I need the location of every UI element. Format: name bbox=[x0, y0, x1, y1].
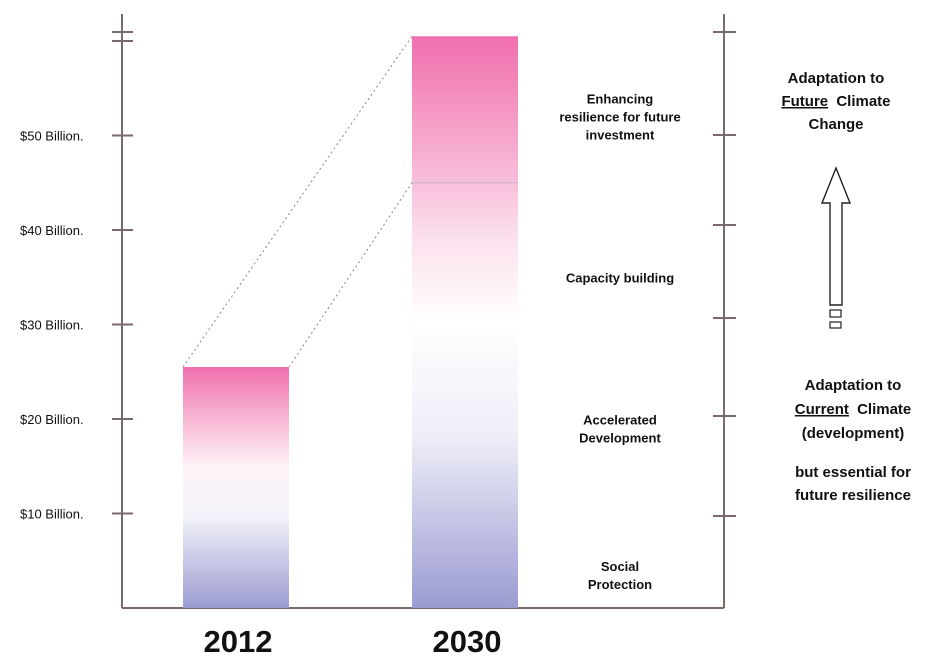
current-annotation-line1: Adaptation to bbox=[805, 377, 902, 394]
current-annotation-line5: future resilience bbox=[795, 487, 911, 504]
bar-2012 bbox=[183, 367, 289, 608]
future-annotation-line2: Future Climate bbox=[781, 93, 890, 110]
current-annotation-line2: Current Climate bbox=[795, 401, 912, 418]
segment-label-0-line-0: Social bbox=[601, 559, 639, 574]
y-tick-label-4: $50 Billion. bbox=[20, 129, 84, 144]
current-annotation-line4: but essential for bbox=[795, 464, 911, 481]
y-tick-label-3: $40 Billion. bbox=[20, 223, 84, 238]
segment-label-3-line-0: Enhancing bbox=[587, 92, 654, 107]
segment-label-3-line-1: resilience for future bbox=[559, 110, 680, 125]
y-tick-label-1: $20 Billion. bbox=[20, 412, 84, 427]
future-annotation-line1: Adaptation to bbox=[788, 70, 885, 87]
segment-labels: Social Protection Accelerated Development Ca… bbox=[559, 92, 680, 592]
year-labels: 2012 2030 bbox=[204, 624, 502, 659]
segment-label-2-line-0: Capacity building bbox=[566, 270, 674, 285]
y-tick-label-0: $10 Billion. bbox=[20, 507, 84, 522]
connector-top-right bbox=[288, 182, 413, 368]
annotations: Adaptation to Future Climate Change Adap… bbox=[781, 70, 911, 504]
year-label-2030: 2030 bbox=[433, 624, 502, 659]
y-tick-label-2: $30 Billion. bbox=[20, 318, 84, 333]
current-annotation-underlined: Current bbox=[795, 401, 849, 418]
year-label-2012: 2012 bbox=[204, 624, 273, 659]
segment-label-0-line-1: Protection bbox=[588, 577, 652, 592]
bar-2030 bbox=[412, 36, 518, 608]
right-axis bbox=[713, 14, 736, 608]
connector-top-left bbox=[182, 35, 413, 368]
segment-label-3-line-2: investment bbox=[586, 128, 655, 143]
current-annotation-line3: (development) bbox=[802, 425, 905, 442]
up-arrow-icon bbox=[820, 166, 852, 329]
bars bbox=[182, 35, 518, 608]
future-annotation-underlined: Future bbox=[781, 93, 828, 110]
segment-label-1-line-0: Accelerated bbox=[583, 412, 657, 427]
current-annotation-suffix: Climate bbox=[857, 401, 911, 418]
segment-label-1-line-1: Development bbox=[579, 430, 661, 445]
future-annotation-suffix: Climate bbox=[836, 93, 890, 110]
future-annotation-line3: Change bbox=[808, 116, 863, 133]
